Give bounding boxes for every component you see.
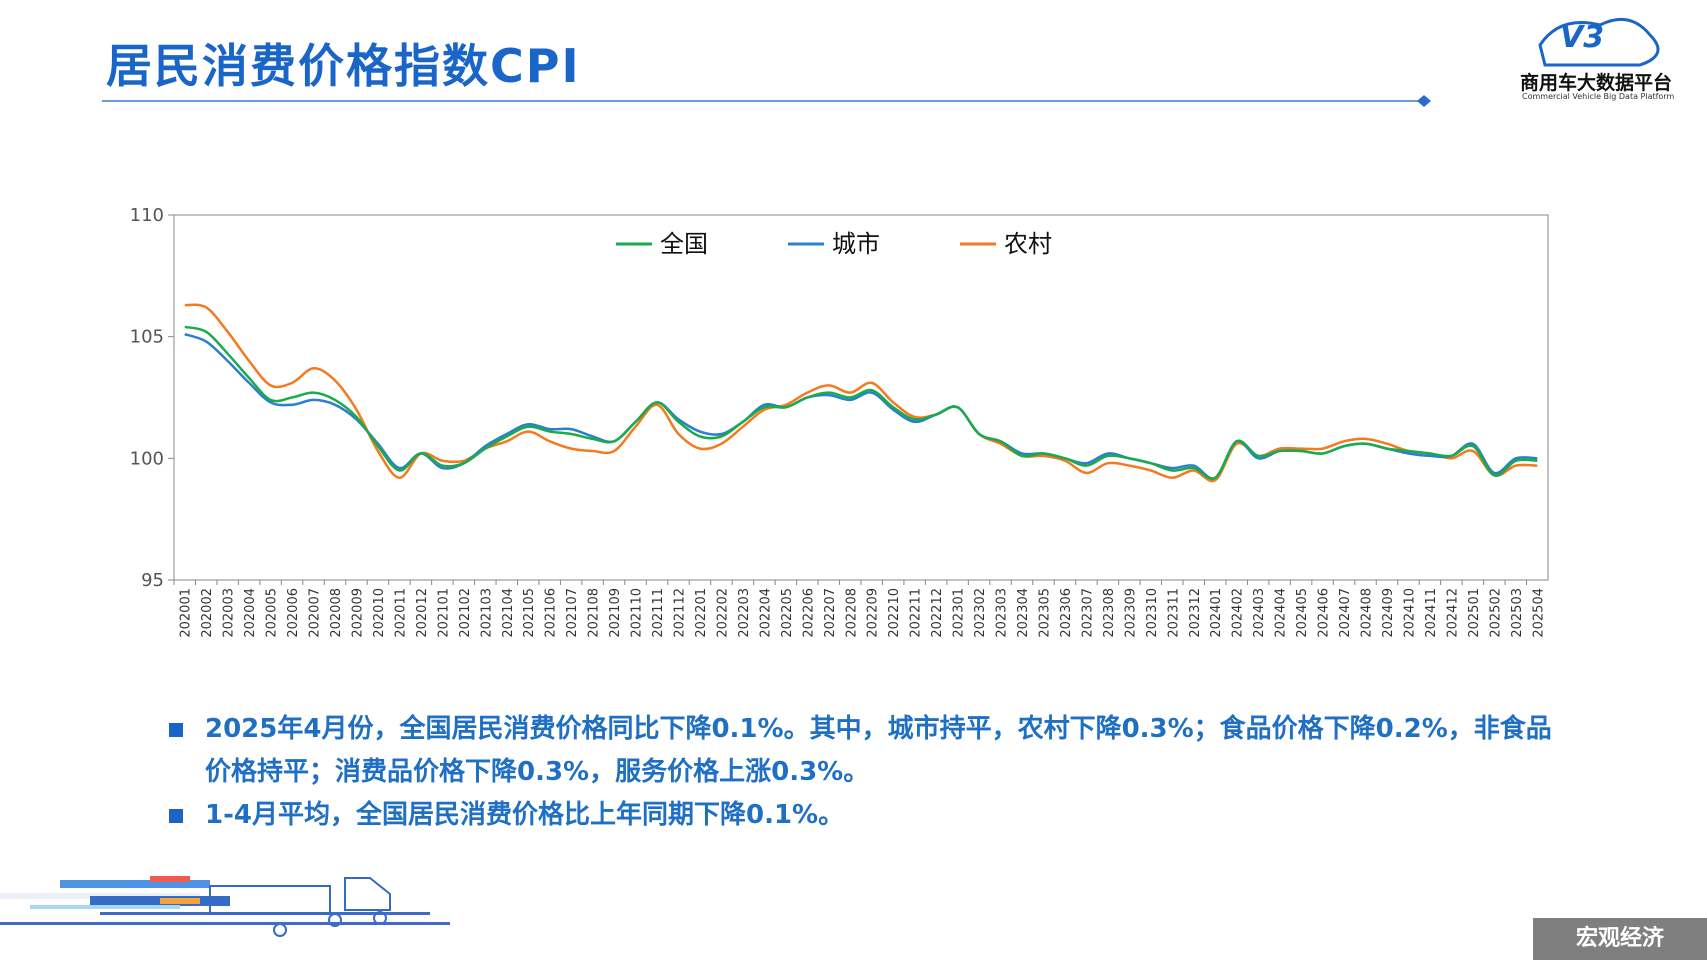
x-tick-label: 202312 [1188,588,1203,638]
x-tick-label: 202110 [630,588,645,638]
x-tick-label: 202502 [1488,588,1503,638]
x-tick-label: 202005 [265,588,280,638]
chart: 95 100 105 110 202001 202002 202003 202004 20200… [130,205,1549,638]
x-tick-label: 202106 [544,588,559,638]
x-tick-label: 202001 [179,588,194,638]
y-tick-label: 100 [130,448,164,469]
x-tick-label: 202301 [952,588,967,638]
plot-frame [173,214,1549,581]
x-tick-label: 202302 [973,588,988,638]
x-tick-label: 202311 [1166,588,1181,638]
x-tick-label: 202310 [1145,588,1160,638]
x-tick-label: 202306 [1059,588,1074,638]
x-tick-label: 202002 [200,588,215,638]
legend-label: 城市 [832,230,880,258]
x-tick-label: 202101 [436,588,451,638]
x-tick-label: 202203 [737,588,752,638]
series-line [184,325,1538,480]
x-tick-label: 202011 [393,588,408,638]
x-tick-label: 202010 [372,588,387,638]
note: 1-4月平均，全国居民消费价格比上年同期下降0.1%。 [165,794,1555,837]
logo-mark: V3 [1560,20,1605,55]
x-tick-label: 202202 [715,588,730,638]
logo-name: 商用车大数据平台 [1520,72,1673,94]
x-tick-label: 202204 [758,588,773,638]
x-tick-label: 202009 [350,588,365,638]
x-tick-label: 202409 [1381,588,1396,638]
x-tick-label: 202211 [909,588,924,638]
legend-label: 全国 [660,230,708,258]
x-tick-label: 202308 [1102,588,1117,638]
x-tick-label: 202007 [308,588,323,638]
x-tick-label: 202102 [458,588,473,638]
series-line [184,333,1538,480]
x-tick-label: 202309 [1123,588,1138,638]
x-tick-label: 202403 [1252,588,1267,638]
x-tick-label: 202105 [522,588,537,638]
x-tick-label: 202109 [608,588,623,638]
x-tick-label: 202503 [1510,588,1525,638]
note: 2025年4月份，全国居民消费价格同比下降0.1%。其中，城市持平，农村下降0.… [165,708,1555,794]
x-tick-label: 202402 [1231,588,1246,638]
x-tick-label: 202307 [1080,588,1095,638]
x-tick-label: 202410 [1402,588,1417,638]
x-tick-label: 202212 [930,588,945,638]
x-tick-label: 202405 [1295,588,1310,638]
x-tick-label: 202112 [673,588,688,638]
notes: 2025年4月份，全国居民消费价格同比下降0.1%。其中，城市持平，农村下降0.… [165,708,1565,837]
x-tick-label: 202111 [651,588,666,638]
x-tick-label: 202207 [823,588,838,638]
x-tick-label: 202107 [565,588,580,638]
x-tick-label: 202108 [587,588,602,638]
x-tick-label: 202205 [780,588,795,638]
x-tick-label: 202006 [286,588,301,638]
x-tick-label: 202412 [1445,588,1460,638]
x-tick-label: 202501 [1467,588,1482,638]
x-tick-label: 202411 [1424,588,1439,638]
x-tick-label: 202004 [243,588,258,638]
x-tick-label: 202104 [501,588,516,638]
x-tick-label: 202504 [1531,588,1546,638]
x-tick-label: 202008 [329,588,344,638]
series-line [184,303,1538,483]
x-tick-label: 202406 [1317,588,1332,638]
logo-subtitle: Commercial Vehicle Big Data Platform [1522,92,1675,101]
x-tick-label: 202208 [844,588,859,638]
x-tick-label: 202407 [1338,588,1353,638]
x-tick-label: 202103 [479,588,494,638]
legend-label: 农村 [1004,230,1052,258]
page-title: 居民消费价格指数CPI [106,39,581,93]
y-tick-label: 110 [130,205,164,226]
x-tick-label: 202404 [1274,588,1289,638]
x-tick-label: 202003 [222,588,237,638]
y-tick-label: 105 [130,327,164,348]
x-tick-label: 202401 [1209,588,1224,638]
x-tick-label: 202408 [1360,588,1375,638]
x-tick-label: 202305 [1037,588,1052,638]
x-tick-label: 202012 [415,588,430,638]
x-tick-label: 202209 [866,588,881,638]
x-tick-label: 202303 [995,588,1010,638]
y-tick-label: 95 [141,570,164,591]
x-tick-label: 202201 [694,588,709,638]
x-tick-label: 202304 [1016,588,1031,638]
footer-tag: 宏观经济 [1533,918,1707,960]
x-tick-label: 202206 [801,588,816,638]
x-tick-label: 202210 [887,588,902,638]
